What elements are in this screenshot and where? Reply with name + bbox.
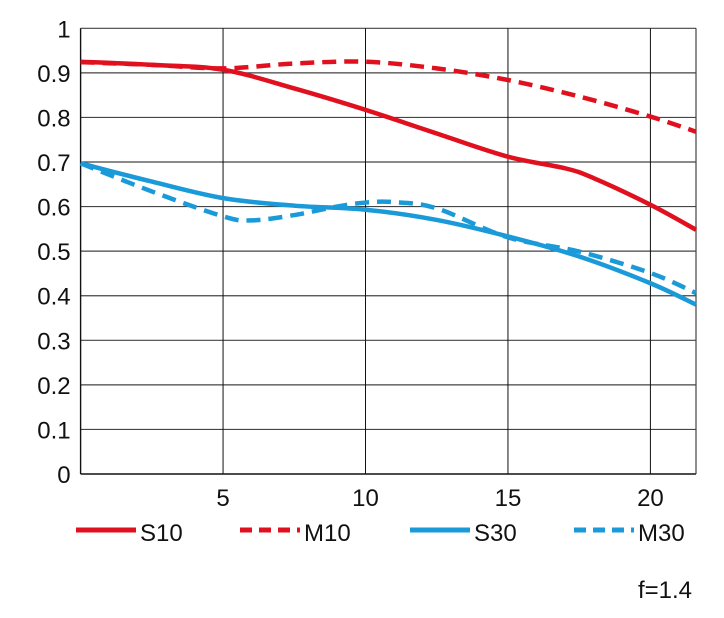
y-tick-label: 0.3 <box>37 328 70 355</box>
x-tick-label: 20 <box>637 485 664 512</box>
legend-label: S30 <box>474 520 517 547</box>
y-tick-label: 0.8 <box>37 105 70 132</box>
y-tick-label: 0.6 <box>37 195 70 222</box>
y-axis-ticks: 0 0.1 0.2 0.3 0.4 0.5 0.6 0.7 0.8 0.9 1 <box>37 16 70 489</box>
y-tick-label: 0.5 <box>37 239 70 266</box>
y-tick-label: 0.1 <box>37 417 70 444</box>
grid <box>79 27 697 475</box>
legend: S10 M10 S30 M30 <box>76 520 685 547</box>
series-line-s30 <box>80 161 697 307</box>
legend-item-s10: S10 <box>76 520 183 547</box>
y-tick-label: 0.9 <box>37 61 70 88</box>
legend-label: M10 <box>304 520 351 547</box>
series-line-m10 <box>80 59 697 134</box>
series-line-m30 <box>79 161 697 296</box>
legend-item-m30: M30 <box>574 520 685 547</box>
legend-label: M30 <box>638 520 685 547</box>
y-tick-label: 0.7 <box>37 150 70 177</box>
x-axis-ticks: 5 10 15 20 <box>216 485 663 512</box>
legend-label: S10 <box>140 520 183 547</box>
legend-item-m10: M10 <box>240 520 351 547</box>
y-tick-label: 0 <box>57 462 70 489</box>
y-tick-label: 1 <box>57 16 70 43</box>
series-line-s10 <box>80 59 698 232</box>
x-tick-label: 15 <box>495 485 522 512</box>
y-tick-label: 0.2 <box>37 373 70 400</box>
series-lines <box>79 59 698 307</box>
x-tick-label: 5 <box>216 485 229 512</box>
legend-item-s30: S30 <box>410 520 517 547</box>
x-tick-label: 10 <box>352 485 379 512</box>
aperture-annotation: f=1.4 <box>638 577 692 604</box>
y-tick-label: 0.4 <box>37 284 70 311</box>
